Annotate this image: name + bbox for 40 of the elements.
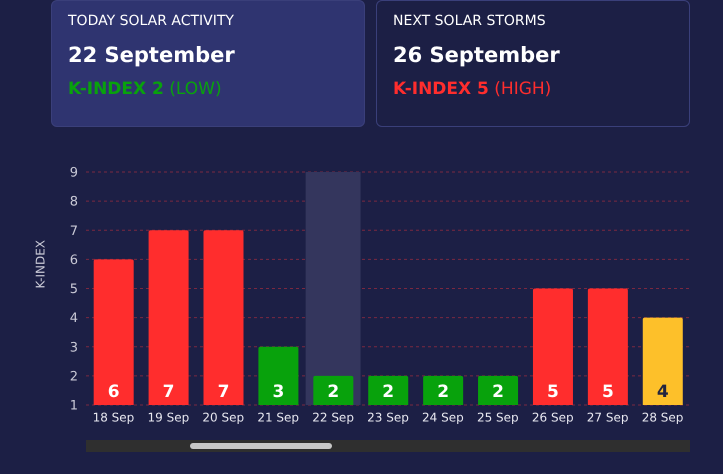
y-tick-label: 6 bbox=[70, 252, 78, 268]
data-label: 7 bbox=[218, 382, 230, 402]
data-label: 2 bbox=[437, 382, 450, 402]
data-label: 3 bbox=[272, 382, 284, 402]
y-tick-label: 7 bbox=[70, 224, 78, 239]
x-tick-label: 25 Sep bbox=[476, 410, 519, 425]
text: NEXT SOLAR STORMS bbox=[393, 13, 547, 29]
x-tick-label: 22 Sep bbox=[312, 410, 354, 425]
data-label: 2 bbox=[327, 382, 340, 402]
x-tick-label: 24 Sep bbox=[422, 410, 464, 425]
data-label: 5 bbox=[602, 382, 614, 402]
x-tick-label: 28 Sep bbox=[642, 410, 684, 425]
y-tick-label: 3 bbox=[70, 340, 78, 356]
x-tick-label: 23 Sep bbox=[367, 410, 409, 425]
x-tick-label: 21 Sep bbox=[257, 410, 300, 425]
x-tick-label: 19 Sep bbox=[148, 410, 190, 425]
x-tick-label: 27 Sep bbox=[586, 410, 628, 425]
y-tick-label: 2 bbox=[70, 369, 78, 384]
text: 22 September bbox=[68, 43, 236, 67]
y-tick-label: 1 bbox=[70, 398, 78, 414]
data-label: 7 bbox=[162, 382, 175, 402]
x-tick-label: 26 Sep bbox=[532, 410, 574, 425]
x-tick-label: 20 Sep bbox=[202, 410, 244, 425]
data-label: 4 bbox=[656, 382, 669, 402]
data-label: 5 bbox=[547, 382, 559, 402]
y-tick-label: 8 bbox=[70, 194, 78, 210]
y-axis-title: K-INDEX bbox=[33, 240, 48, 288]
text: TODAY SOLAR ACTIVITY bbox=[68, 13, 235, 29]
text: K-INDEX 2 bbox=[68, 79, 164, 99]
text: (HIGH) bbox=[494, 79, 552, 99]
text: 26 September bbox=[393, 43, 561, 67]
text: K-INDEX 5 bbox=[393, 79, 489, 99]
y-tick-label: 9 bbox=[70, 166, 78, 181]
x-tick-label: 18 Sep bbox=[92, 410, 134, 425]
y-tick-label: 5 bbox=[70, 282, 78, 298]
data-label: 2 bbox=[492, 382, 504, 402]
data-label: 6 bbox=[108, 382, 120, 402]
y-tick-label: 4 bbox=[70, 311, 78, 326]
text: (LOW) bbox=[169, 79, 222, 99]
data-label: 2 bbox=[382, 382, 394, 402]
